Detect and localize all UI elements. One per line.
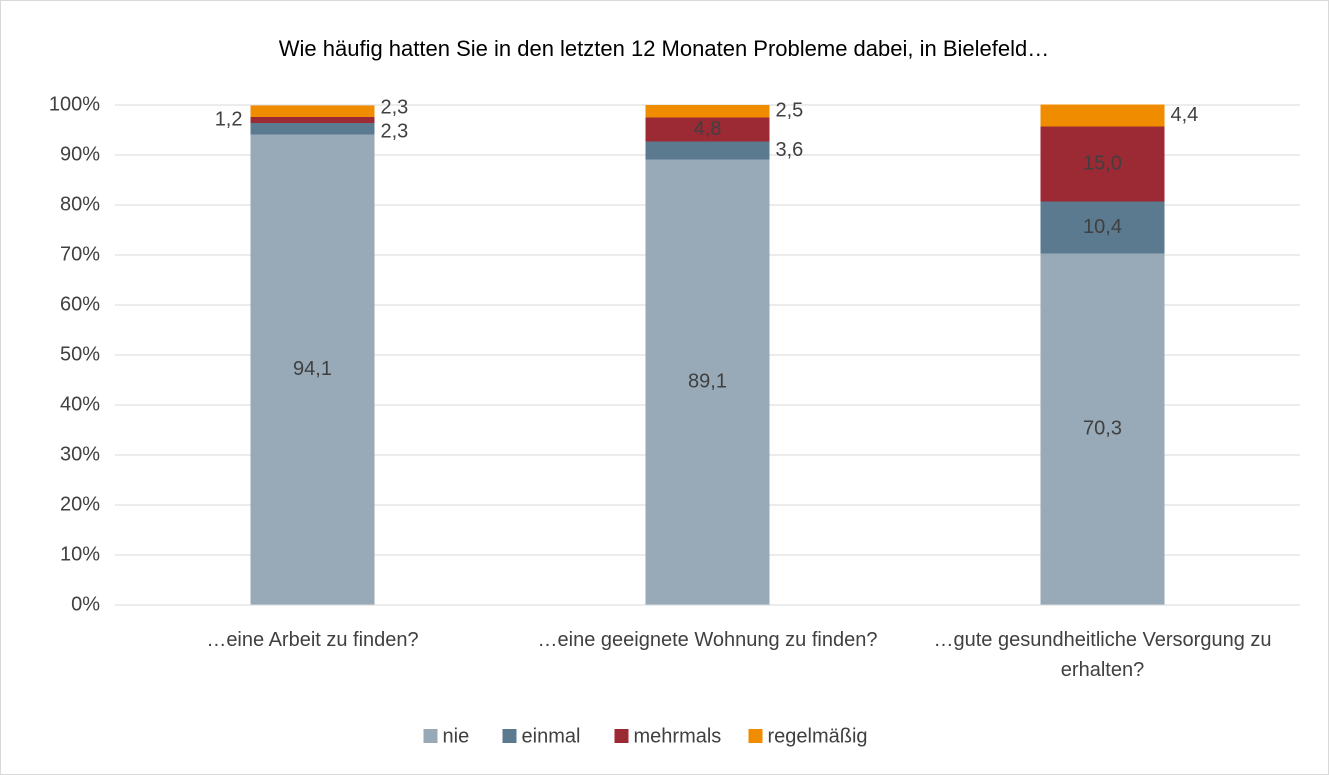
x-tick-label: …eine geeignete Wohnung zu finden? [537,629,878,651]
legend-swatch [748,729,763,743]
y-tick-label: 40% [60,393,100,415]
data-label: 70,3 [1083,418,1122,440]
y-tick-label: 0% [71,593,100,615]
data-label: 2,3 [381,120,409,142]
data-label: 94,1 [293,358,332,380]
legend-swatch [423,729,438,743]
legend-swatch [614,729,629,743]
x-tick-label: …eine Arbeit zu finden? [206,629,419,651]
data-label: 10,4 [1083,216,1122,238]
bar-segment [1040,201,1165,254]
legend-label: einmal [522,725,581,747]
bar-segment [645,105,770,118]
data-label: 2,3 [381,96,409,118]
bar-segment [1040,126,1165,202]
y-tick-label: 30% [60,443,100,465]
y-tick-label: 60% [60,293,100,315]
y-tick-label: 20% [60,493,100,515]
data-label: 1,2 [215,108,243,130]
y-tick-label: 80% [60,193,100,215]
legend-label: nie [443,725,470,747]
data-label: 3,6 [776,139,804,161]
y-tick-label: 10% [60,543,100,565]
data-label: 2,5 [776,100,804,122]
bar-segment [1040,253,1165,605]
data-label: 89,1 [688,371,727,393]
bar-segment [645,159,770,605]
chart-title: Wie häufig hatten Sie in den letzten 12 … [279,36,1049,61]
y-tick-label: 100% [49,93,100,115]
bar-segment [250,134,375,605]
y-tick-label: 70% [60,243,100,265]
data-label: 4,8 [694,118,722,140]
legend-label: regelmäßig [768,725,868,747]
bar-segment [250,117,375,123]
bar-segment [250,123,375,135]
bar-segment [645,117,770,142]
bar-segment [645,141,770,160]
legend-swatch [502,729,517,743]
bar-segment [250,105,375,117]
bar-segment [1040,104,1165,127]
legend-label: mehrmals [634,725,722,747]
y-tick-label: 90% [60,143,100,165]
data-label: 4,4 [1171,104,1199,126]
data-label: 15,0 [1083,152,1122,174]
x-tick-label: …gute gesundheitliche Versorgung zu erha… [933,629,1272,681]
y-tick-label: 50% [60,343,100,365]
